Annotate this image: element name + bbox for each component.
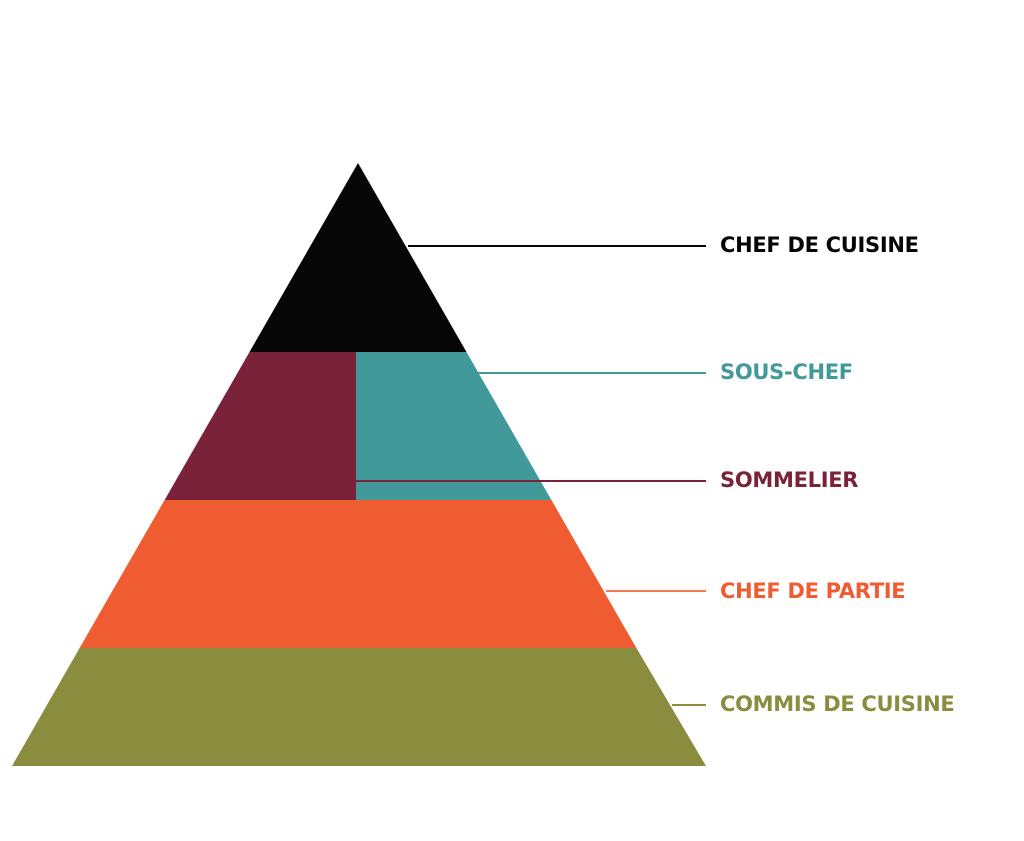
tier-label: SOMMELIER: [720, 468, 858, 492]
tier-label: CHEF DE CUISINE: [720, 233, 919, 257]
tier-chef-de-partie: [79, 500, 637, 648]
tier-commis: [12, 648, 706, 766]
tier-label: SOUS-CHEF: [720, 360, 853, 384]
tier-label: COMMIS DE CUISINE: [720, 692, 954, 716]
tier-sommelier: [164, 352, 356, 500]
tier-chef-de-cuisine: [249, 163, 467, 352]
tier-label: CHEF DE PARTIE: [720, 579, 905, 603]
tier-sous-chef: [356, 352, 552, 500]
